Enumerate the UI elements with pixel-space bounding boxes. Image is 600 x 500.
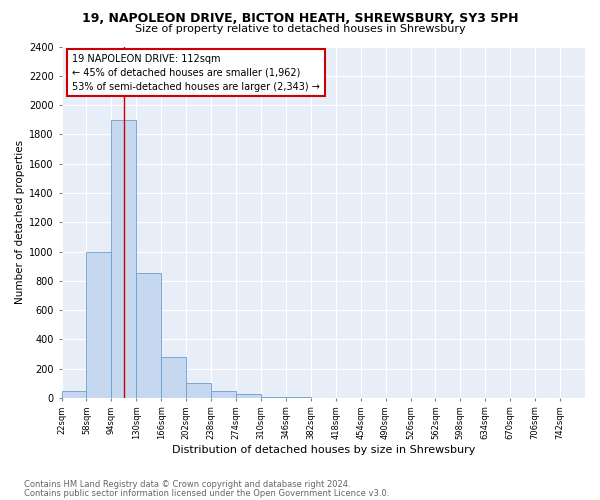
Bar bbox=[136, 274, 161, 398]
Bar bbox=[62, 390, 86, 398]
Text: 19, NAPOLEON DRIVE, BICTON HEATH, SHREWSBURY, SY3 5PH: 19, NAPOLEON DRIVE, BICTON HEATH, SHREWS… bbox=[82, 12, 518, 26]
Text: Contains HM Land Registry data © Crown copyright and database right 2024.: Contains HM Land Registry data © Crown c… bbox=[24, 480, 350, 489]
Bar bbox=[211, 390, 236, 398]
Text: 19 NAPOLEON DRIVE: 112sqm
← 45% of detached houses are smaller (1,962)
53% of se: 19 NAPOLEON DRIVE: 112sqm ← 45% of detac… bbox=[72, 54, 320, 92]
Bar bbox=[261, 397, 286, 398]
X-axis label: Distribution of detached houses by size in Shrewsbury: Distribution of detached houses by size … bbox=[172, 445, 475, 455]
Y-axis label: Number of detached properties: Number of detached properties bbox=[15, 140, 25, 304]
Bar bbox=[186, 384, 211, 398]
Text: Size of property relative to detached houses in Shrewsbury: Size of property relative to detached ho… bbox=[134, 24, 466, 34]
Bar bbox=[161, 357, 186, 398]
Text: Contains public sector information licensed under the Open Government Licence v3: Contains public sector information licen… bbox=[24, 488, 389, 498]
Bar bbox=[286, 397, 311, 398]
Bar bbox=[236, 394, 261, 398]
Bar bbox=[112, 120, 136, 398]
Bar bbox=[86, 252, 112, 398]
